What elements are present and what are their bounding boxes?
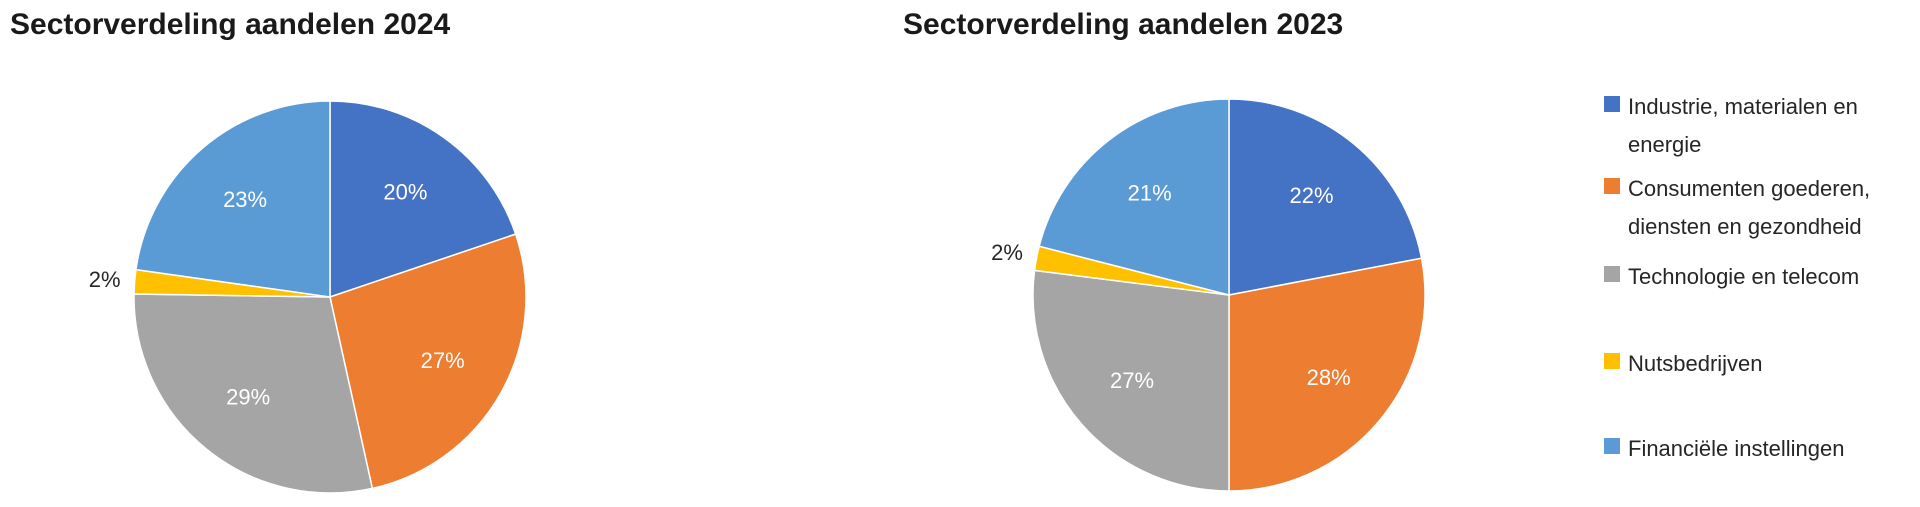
slice-industrie-2023	[1228, 98, 1423, 296]
slice-financiele-2023	[1038, 98, 1230, 296]
data-label-financiele-2023: 21%	[1128, 180, 1172, 205]
chart-title-2024: Sectorverdeling aandelen 2024	[10, 8, 451, 41]
legend-item-consumenten: Consumenten goederen, diensten en gezond…	[1604, 170, 1918, 246]
legend-swatch-financiele	[1604, 438, 1620, 454]
legend-swatch-industrie	[1604, 96, 1620, 112]
legend-item-industrie: Industrie, materialen en energie	[1604, 88, 1918, 164]
legend-label-consumenten: Consumenten goederen, diensten en gezond…	[1628, 176, 1871, 239]
chart-title-2023: Sectorverdeling aandelen 2023	[903, 8, 1344, 41]
legend-item-nutsbedrijven: Nutsbedrijven	[1604, 345, 1918, 383]
slice-industrie-2024	[329, 100, 517, 299]
data-label-consumenten-2024: 27%	[421, 348, 465, 373]
legend-swatch-technologie	[1604, 266, 1620, 282]
data-label-financiele-2024: 23%	[223, 187, 267, 212]
data-label-consumenten-2023: 28%	[1307, 365, 1351, 390]
legend-swatch-consumenten	[1604, 178, 1620, 194]
legend-label-industrie: Industrie, materialen en energie	[1628, 94, 1858, 157]
legend-label-nutsbedrijven: Nutsbedrijven	[1628, 351, 1763, 376]
data-label-technologie-2023: 27%	[1110, 368, 1154, 393]
legend-item-technologie: Technologie en telecom	[1604, 258, 1918, 296]
legend-label-technologie: Technologie en telecom	[1628, 264, 1860, 289]
slice-technologie-2024	[133, 293, 374, 494]
slice-technologie-2023	[1032, 269, 1230, 492]
data-label-nutsbedrijven-2024: 2%	[89, 267, 121, 292]
data-label-technologie-2024: 29%	[226, 385, 270, 410]
slice-financiele-2024	[135, 100, 331, 298]
data-label-nutsbedrijven-2023: 2%	[991, 240, 1023, 265]
slice-consumenten-2023	[1228, 257, 1426, 492]
slice-consumenten-2024	[329, 233, 527, 490]
data-label-industrie-2024: 20%	[383, 179, 427, 204]
data-label-industrie-2023: 22%	[1289, 183, 1333, 208]
legend-item-financiele: Financiële instellingen	[1604, 430, 1918, 468]
legend: Industrie, materialen en energie Consume…	[1604, 0, 1920, 507]
legend-label-financiele: Financiële instellingen	[1628, 436, 1845, 461]
legend-swatch-nutsbedrijven	[1604, 353, 1620, 369]
